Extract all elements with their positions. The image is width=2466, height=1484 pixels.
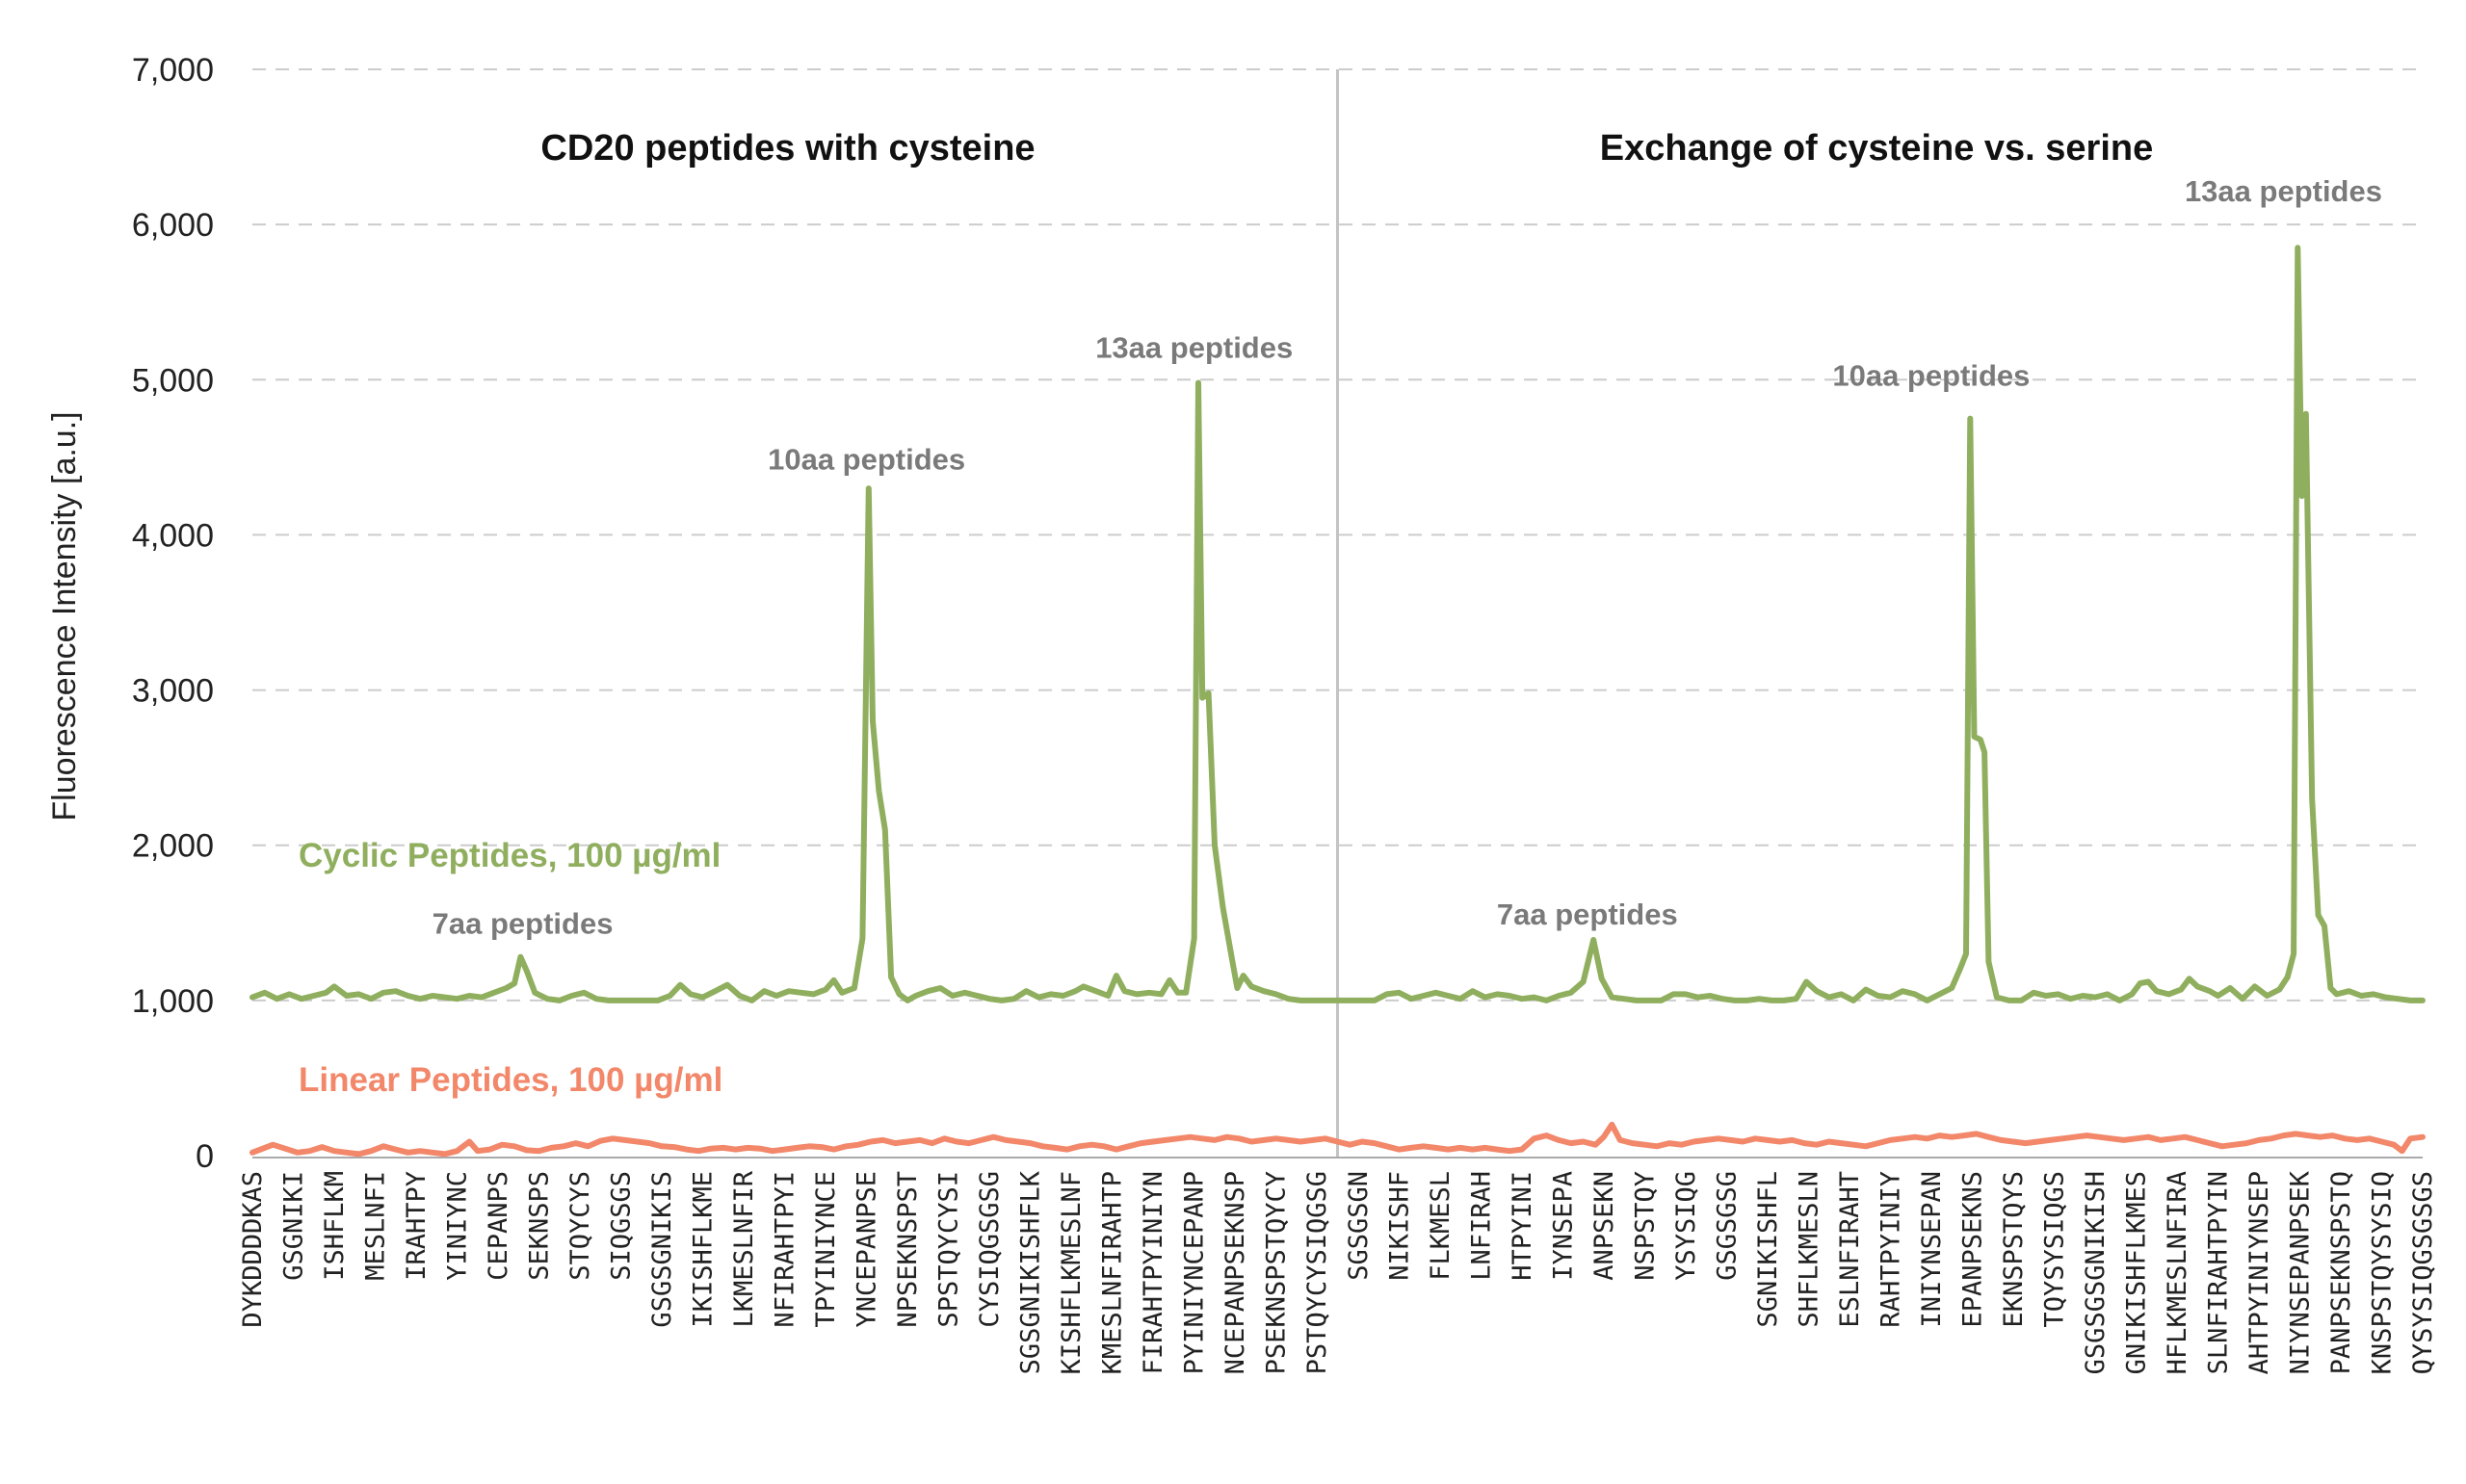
x-tick-label: NPSEKNSPST <box>893 1171 923 1328</box>
peak-annotation: 10aa peptides <box>1832 359 2030 393</box>
peak-annotation: 7aa peptides <box>433 907 614 941</box>
x-tick-label: SGNIKISHFL <box>1753 1171 1783 1328</box>
x-tick-label: GSGSGNIKIS <box>647 1171 677 1328</box>
peak-annotations: 7aa peptides 10aa peptides 13aa peptides 7a… <box>433 174 2382 941</box>
panel-title-cysteine: CD20 peptides with cysteine <box>540 128 1035 169</box>
x-tick-label: QYSYSIQGSGSGS <box>2408 1171 2438 1374</box>
x-tick-label: NCEPANPSEKNSP <box>1220 1171 1250 1374</box>
y-grid-lines <box>252 68 2423 1002</box>
x-tick-label: SHFLKMESLN <box>1794 1171 1823 1328</box>
x-tick-label: SPSTQYCYSI <box>934 1171 964 1328</box>
peak-annotation: 10aa peptides <box>768 443 965 477</box>
peak-annotation: 7aa peptides <box>1497 898 1678 931</box>
x-tick-label: EKNSPSTQYS <box>1999 1171 2029 1328</box>
x-tick-label: CYSIQGSGSG <box>975 1171 1005 1328</box>
series-line-cyclic <box>249 245 2426 1003</box>
x-tick-labels: DYKDDDDKAS GSGNIKI ISHFLKM MESLNFI IRAHTPY YI… <box>238 1170 2438 1374</box>
x-tick-label: ISHFLKM <box>320 1171 350 1281</box>
x-tick-label: FIRAHTPYINIYN <box>1139 1171 1168 1374</box>
x-tick-label: SIQGSGS <box>607 1171 637 1281</box>
x-tick-label: TPYINIYNCE <box>811 1171 841 1328</box>
x-tick-label: KNSPSTQYSYSIQ <box>2367 1171 2397 1374</box>
y-tick-labels: 0 1,000 2,000 3,000 4,000 5,000 6,000 7,000 <box>132 52 214 1175</box>
x-tick-label: HTPYINI <box>1508 1171 1537 1281</box>
x-tick-label: PSTQYCYSIQGSG <box>1302 1171 1332 1374</box>
x-tick-label: HFLKMESLNFIRA <box>2163 1171 2192 1374</box>
x-tick-label: GNIKISHFLKMES <box>2121 1171 2151 1374</box>
x-tick-label: YINIYNC <box>443 1171 473 1281</box>
x-tick-label: NFIRAHTPYI <box>771 1171 800 1328</box>
x-tick-label: TQYSYSIQGS <box>2039 1171 2069 1328</box>
x-tick-label: KMESLNFIRAHTP <box>1098 1171 1128 1374</box>
y-axis-title: Fluorescence Intensity [a.u.] <box>46 411 83 820</box>
x-tick-label: SGSGNIKISHFLK <box>1016 1170 1046 1374</box>
x-tick-label: DYKDDDDKAS <box>238 1171 268 1328</box>
y-tick-label: 4,000 <box>132 517 214 554</box>
x-tick-label: RAHTPYINIY <box>1876 1171 1905 1328</box>
x-tick-label: ANPSEKN <box>1589 1171 1619 1281</box>
y-tick-label: 7,000 <box>132 52 214 89</box>
y-tick-label: 2,000 <box>132 828 214 865</box>
x-tick-label: PSEKNSPSTQYCY <box>1262 1171 1292 1374</box>
x-tick-label: GSGNIKI <box>279 1171 309 1281</box>
x-tick-label: MESLNFI <box>361 1171 391 1281</box>
series-label-cyclic: Cyclic Peptides, 100 µg/ml <box>299 837 721 874</box>
x-tick-label: SLNFIRAHTPYIN <box>2203 1171 2233 1374</box>
x-tick-label: INIYNSEPAN <box>1917 1171 1947 1328</box>
x-tick-label: SEKNSPS <box>525 1171 555 1281</box>
x-tick-label: LKMESLNFIR <box>729 1170 759 1327</box>
x-tick-label: PANPSEKNSPSTQ <box>2326 1171 2356 1374</box>
x-tick-label: GSGSGSGNIKISH <box>2081 1171 2111 1374</box>
y-tick-label: 6,000 <box>132 207 214 244</box>
x-tick-label: FLKMESL <box>1426 1171 1456 1281</box>
panel-title-exchange: Exchange of cysteine vs. serine <box>1600 128 2154 169</box>
series-label-linear: Linear Peptides, 100 µg/ml <box>299 1061 722 1099</box>
x-tick-label: IKISHFLKME <box>689 1171 719 1328</box>
x-tick-label: NSPSTQY <box>1630 1171 1660 1281</box>
x-tick-label: NIKISHF <box>1384 1171 1414 1281</box>
y-tick-label: 3,000 <box>132 673 214 710</box>
series-line-linear <box>249 1121 2426 1158</box>
x-tick-label: KISHFLKMESLNF <box>1057 1171 1087 1374</box>
x-tick-label: PYINIYNCEPANP <box>1180 1171 1210 1374</box>
peak-annotation: 13aa peptides <box>2185 174 2382 208</box>
x-tick-label: CEPANPS <box>484 1171 513 1281</box>
series-lines <box>249 245 2426 1158</box>
x-tick-label: STQYCYS <box>565 1171 595 1281</box>
x-tick-label: NIYNSEPANPSEK <box>2285 1170 2315 1374</box>
x-tick-label: AHTPYINIYNSEP <box>2244 1171 2274 1374</box>
x-tick-label: SGSGSGN <box>1344 1171 1374 1281</box>
x-tick-label: YNCEPANPSE <box>853 1171 882 1328</box>
x-tick-label: IYNSEPA <box>1548 1171 1578 1281</box>
y-tick-label: 1,000 <box>132 983 214 1020</box>
y-tick-label: 5,000 <box>132 362 214 399</box>
x-tick-label: ESLNFIRAHT <box>1835 1171 1865 1328</box>
x-tick-label: EPANPSEKNS <box>1957 1171 1987 1328</box>
x-tick-label: YSYSIQG <box>1671 1171 1701 1281</box>
x-tick-label: LNFIRAH <box>1466 1171 1496 1281</box>
x-tick-label: IRAHTPY <box>402 1171 432 1281</box>
peak-annotation: 13aa peptides <box>1095 331 1293 365</box>
y-tick-label: 0 <box>196 1138 214 1175</box>
x-tick-label: GSGSGSG <box>1712 1171 1742 1281</box>
